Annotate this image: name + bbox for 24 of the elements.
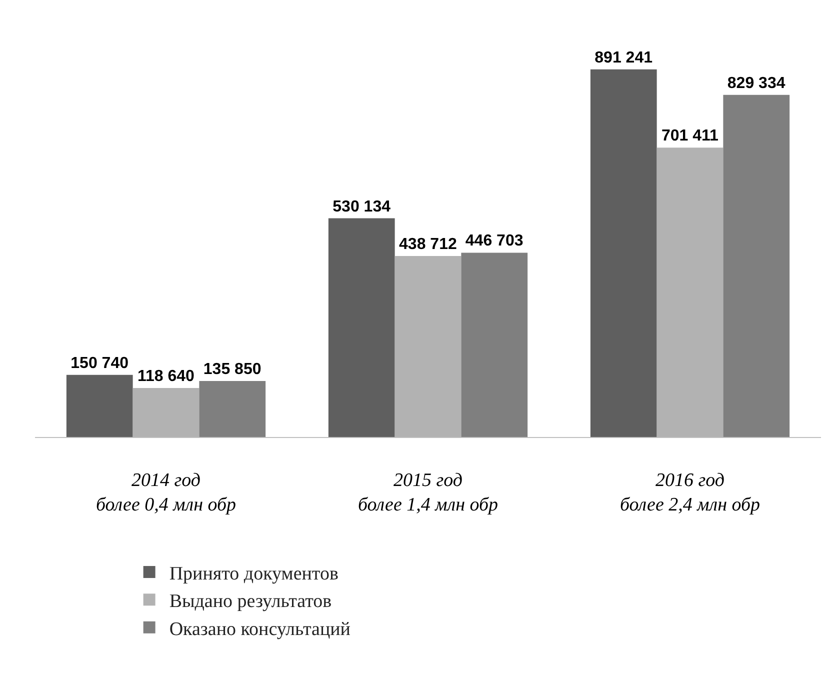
bar <box>723 94 790 437</box>
bar <box>66 374 133 437</box>
data-label: 891 241 <box>594 49 653 66</box>
legend-label: Оказано консультаций <box>169 618 350 640</box>
data-label: 446 703 <box>465 232 524 250</box>
data-label: 150 740 <box>70 354 129 372</box>
data-label: 530 134 <box>332 198 391 216</box>
bar <box>132 388 200 437</box>
bar <box>394 256 462 437</box>
data-label: 118 640 <box>137 368 195 386</box>
data-label: 829 334 <box>727 74 786 92</box>
data-label: 438 712 <box>399 236 457 254</box>
bar <box>461 252 528 437</box>
x-tick-label: 2014 год более 0,4 млн обр <box>96 470 236 516</box>
legend-label: Принято документов <box>169 563 338 584</box>
x-tick-label: 2016 год более 2,4 млн обр <box>620 470 760 516</box>
bar <box>590 69 657 437</box>
data-label: 135 850 <box>203 360 262 378</box>
data-label: 701 411 <box>661 128 719 145</box>
bar <box>656 148 724 437</box>
bar <box>328 218 395 437</box>
legend-label: Выдано результатов <box>169 591 332 612</box>
x-tick-label: 2015 год более 1,4 млн обр <box>358 470 498 516</box>
bar <box>199 380 266 437</box>
